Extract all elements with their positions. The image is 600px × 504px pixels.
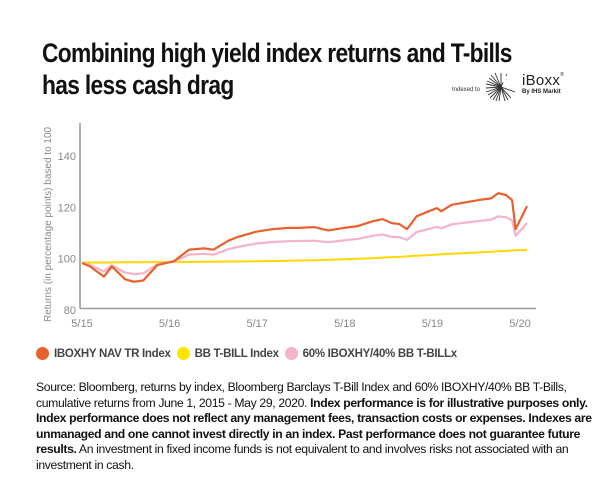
legend-label: 60% IBOXHY/40% BB T-BILLx [302,347,457,360]
footnote-source: Source: Bloomberg, returns by index, Blo… [36,380,567,410]
y-ticks: 80 100 120 140 [58,151,76,317]
legend-item-iboxhy: IBOXHY NAV TR Index [36,347,171,360]
legend-label: IBOXHY NAV TR Index [54,347,171,360]
y-tick-label: 80 [64,305,76,317]
iboxx-brand: iBoxx® [522,72,564,89]
title-line-1: Combining high yield index returns and T… [42,38,512,68]
registered-mark: ® [560,72,565,78]
x-tick-label: 5/19 [422,318,443,330]
legend-item-tbill: BB T-BILL Index [176,347,279,360]
y-axis-label: Returns (in percentage points) based to … [43,126,54,322]
ihs-markit-label: By IHS Markit [522,89,561,95]
legend-dot-pink-icon [284,347,298,360]
source-footnote: Source: Bloomberg, returns by index, Blo… [36,380,596,473]
line-chart: Returns (in percentage points) based to … [43,123,536,330]
indexed-to-label: Indexed to [452,87,481,93]
title-line-2: has less cash drag [42,70,234,100]
y-tick-label: 100 [58,254,76,266]
y-tick-label: 140 [58,151,76,163]
legend-label: BB T-BILL Index [194,347,279,360]
chart-legend: IBOXHY NAV TR Index BB T-BILL Index 60% … [36,347,463,360]
x-tick-label: 5/20 [509,318,530,330]
brand-name: iBoxx [522,72,561,89]
series-line-bb-t-bill-index [82,248,528,264]
x-tick-label: 5/16 [159,318,180,330]
x-ticks: 5/15 5/16 5/17 5/18 5/19 5/20 [71,318,530,330]
x-tick-label: 5/15 [71,318,92,330]
x-tick-label: 5/17 [246,318,267,330]
starburst-icon [485,72,516,102]
legend-item-blend: 60% IBOXHY/40% BB T-BILLx [284,347,457,360]
y-tick-label: 120 [58,202,76,214]
iboxx-logo: Indexed to iBoxx® By IHS Markit [452,72,582,102]
footnote-disclaimer: Index performance is for illustrative pu… [36,395,592,457]
footnote-risk: An investment in fixed income funds is n… [36,442,569,472]
legend-dot-orange-icon [36,347,49,360]
x-tick-label: 5/18 [334,318,355,330]
legend-dot-yellow-icon [176,347,190,360]
series-line-iboxhy-nav-tr-index [81,192,528,283]
series-lines [81,192,528,283]
series-line-60-iboxhy-40-bb-t-billx [81,215,528,276]
chart-title: Combining high yield index returns and T… [42,37,512,101]
